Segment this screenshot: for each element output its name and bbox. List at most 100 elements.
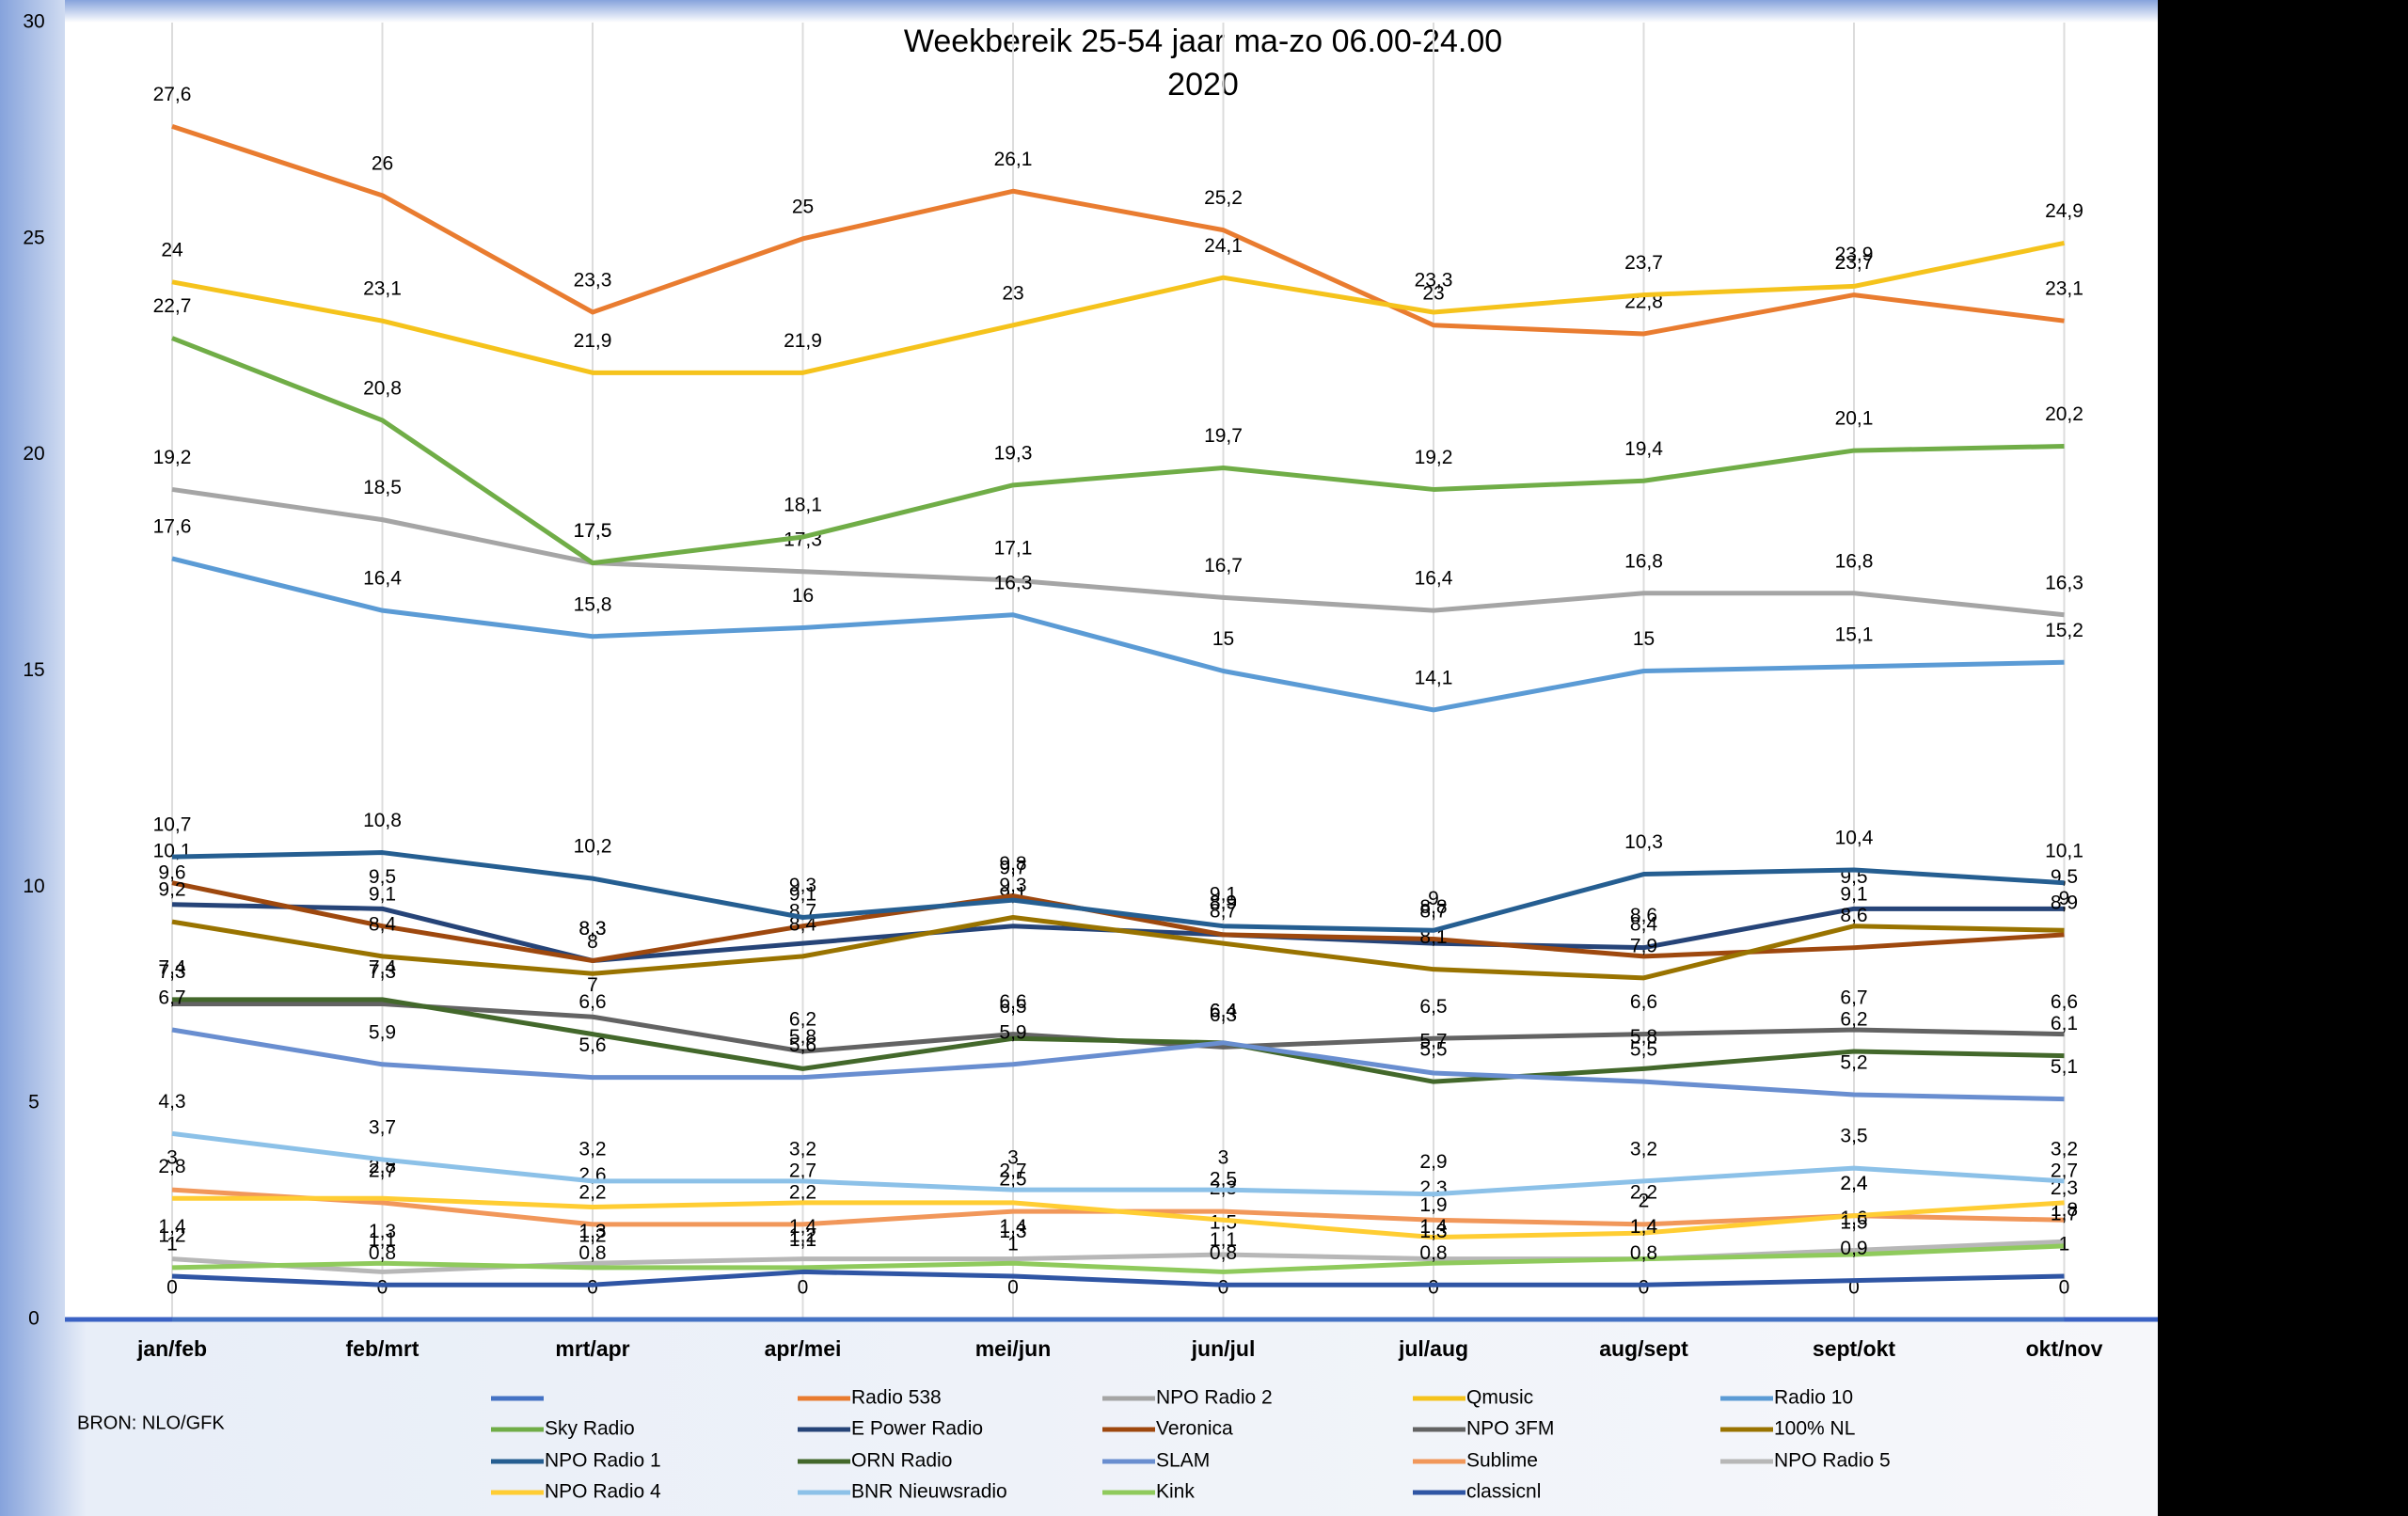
data-label: 9 <box>2059 888 2070 909</box>
data-label: 6,7 <box>158 987 185 1009</box>
data-label: 25,2 <box>1204 187 1243 209</box>
data-label: 2 <box>1639 1191 1650 1212</box>
x-tick-label: jun/jul <box>1191 1336 1256 1361</box>
data-label: 9,1 <box>789 883 816 905</box>
x-tick-label: jan/feb <box>136 1336 207 1361</box>
data-label: 17,5 <box>574 520 612 542</box>
legend-label: NPO 3FM <box>1466 1418 1554 1440</box>
x-tick-label: feb/mrt <box>346 1336 420 1361</box>
data-label: 5,5 <box>1630 1039 1657 1061</box>
line-series <box>171 850 2065 933</box>
data-label: 18,1 <box>784 495 822 516</box>
data-label: 1,4 <box>1630 1216 1658 1238</box>
legend-label: NPO Radio 1 <box>545 1450 661 1472</box>
data-label: 6,4 <box>1210 1000 1238 1021</box>
data-label: 8,9 <box>1210 892 1237 913</box>
data-label: 19,2 <box>153 447 192 468</box>
x-tick-label: okt/nov <box>2026 1336 2103 1361</box>
data-label: 23,1 <box>2045 278 2083 300</box>
data-label: 2,2 <box>1630 1181 1657 1203</box>
data-label: 9,6 <box>158 861 185 883</box>
data-label: 14,1 <box>1415 667 1453 688</box>
data-label: 20,8 <box>363 377 402 399</box>
legend-label: BNR Nieuwsradio <box>851 1481 1007 1503</box>
data-label: 10,3 <box>1624 831 1663 853</box>
legend-label: NPO Radio 4 <box>545 1481 661 1503</box>
data-label: 1,9 <box>1419 1194 1447 1216</box>
data-label: 10,1 <box>2045 840 2083 861</box>
data-label: 2,7 <box>369 1160 396 1181</box>
data-label: 1,3 <box>369 1221 396 1242</box>
line-series <box>171 486 2065 618</box>
line-series <box>171 123 2065 337</box>
data-label: 17,1 <box>994 538 1033 560</box>
line-series <box>171 556 2065 713</box>
chart-title: Weekbereik 25-54 jaar ma-zo 06.00-24.00 <box>904 24 1502 59</box>
data-label: 2,4 <box>1840 1173 1868 1194</box>
data-label: 6,3 <box>1210 1004 1237 1026</box>
data-label: 5,8 <box>1630 1026 1657 1048</box>
data-label: 26,1 <box>994 149 1033 170</box>
data-label: 18,5 <box>363 477 402 498</box>
data-label: 16,4 <box>1415 568 1453 590</box>
data-label: 0 <box>798 1277 809 1299</box>
data-label: 2,7 <box>789 1160 816 1181</box>
data-label: 8 <box>587 931 598 953</box>
y-tick-label: 10 <box>23 876 44 897</box>
data-label: 9,8 <box>999 853 1026 875</box>
data-label: 6,2 <box>1840 1009 1867 1031</box>
data-label: 6,6 <box>578 991 606 1013</box>
x-tick-label: mrt/apr <box>555 1336 629 1361</box>
data-label: 5,1 <box>2051 1056 2078 1078</box>
data-label: 5,6 <box>578 1034 606 1056</box>
legend-label: Qmusic <box>1466 1387 1533 1409</box>
data-label: 9,1 <box>369 883 396 905</box>
data-label: 8,6 <box>1840 905 1867 926</box>
data-label: 24 <box>161 239 183 261</box>
data-label: 16,7 <box>1204 555 1243 576</box>
data-label: 15 <box>1633 628 1655 650</box>
y-tick-label: 5 <box>28 1092 40 1113</box>
data-label: 10,7 <box>153 814 192 836</box>
data-label: 15,2 <box>2045 620 2083 641</box>
data-label: 21,9 <box>574 330 612 352</box>
data-label: 5,9 <box>369 1021 396 1043</box>
data-label: 23 <box>1422 282 1444 304</box>
data-label: 6,6 <box>2051 991 2078 1013</box>
data-label: 1,4 <box>1419 1216 1448 1238</box>
legend-label: NPO Radio 2 <box>1156 1387 1273 1409</box>
data-label: 5,7 <box>1419 1031 1447 1052</box>
data-label: 1 <box>1007 1234 1019 1255</box>
data-label: 6,5 <box>1419 996 1447 1018</box>
data-label: 6,6 <box>999 991 1026 1013</box>
line-series <box>171 1130 2065 1197</box>
data-label: 23,3 <box>1415 270 1453 292</box>
chart-subtitle: 2020 <box>1167 67 1239 103</box>
data-label: 8,3 <box>578 918 606 940</box>
data-label: 1,2 <box>578 1224 606 1246</box>
data-label: 2,8 <box>158 1156 185 1177</box>
line-series <box>171 240 2066 375</box>
y-tick-label: 30 <box>23 11 44 33</box>
data-label: 23,1 <box>363 278 402 300</box>
data-label: 0 <box>1848 1277 1860 1299</box>
data-label: 8,3 <box>578 918 606 940</box>
data-label: 15,8 <box>574 593 612 615</box>
data-label: 0 <box>166 1277 178 1299</box>
x-tick-label: sept/okt <box>1813 1336 1896 1361</box>
data-label: 8,7 <box>1210 901 1237 923</box>
data-label: 22,7 <box>153 295 192 317</box>
data-label: 3 <box>1218 1147 1229 1169</box>
data-label: 9,1 <box>1840 883 1867 905</box>
y-tick-label: 15 <box>23 659 44 681</box>
data-label: 2,9 <box>1419 1151 1447 1173</box>
data-label: 19,3 <box>994 442 1033 464</box>
data-label: 0,8 <box>578 1242 606 1264</box>
y-tick-label: 0 <box>28 1308 40 1330</box>
legend-label: Kink <box>1156 1481 1195 1503</box>
data-label: 17,6 <box>153 516 192 538</box>
x-tick-label: mei/jun <box>975 1336 1052 1361</box>
data-label: 0 <box>587 1277 598 1299</box>
data-label: 9,1 <box>1210 883 1237 905</box>
